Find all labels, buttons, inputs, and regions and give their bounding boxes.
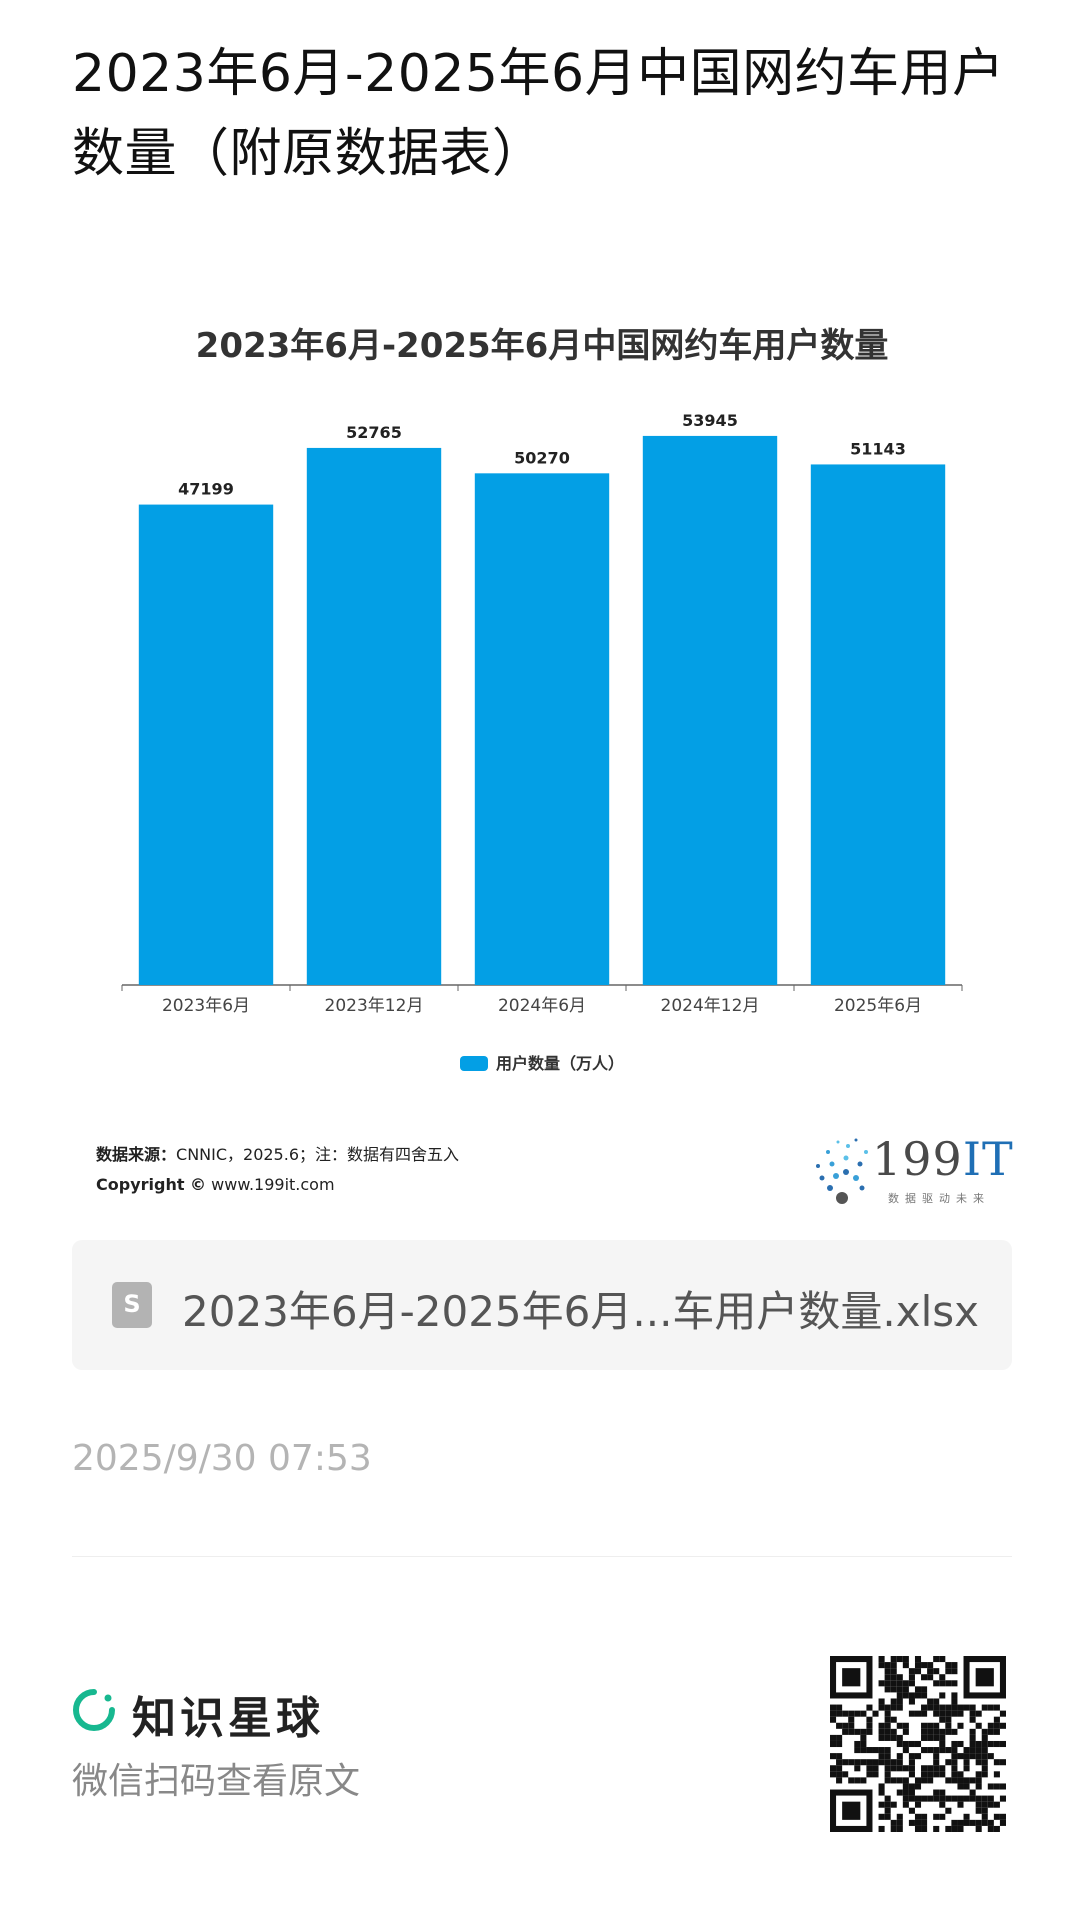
publish-timestamp: 2025/9/30 07:53 bbox=[72, 1438, 372, 1479]
copyright-label: Copyright © bbox=[96, 1175, 207, 1194]
dots-fan-icon bbox=[816, 1138, 868, 1204]
bar-chart: 47199 2023年6月 52765 2023年12月 50270 2024年6月 539… bbox=[121, 411, 963, 1016]
bar bbox=[642, 435, 778, 985]
legend-label: 用户数量（万人） bbox=[495, 1054, 624, 1073]
chart-legend: 用户数量（万人） bbox=[72, 1050, 1012, 1074]
bar bbox=[810, 464, 946, 985]
qr-code[interactable] bbox=[830, 1656, 1006, 1832]
page-title: 2023年6月-2025年6月中国网约车用户数量（附原数据表） bbox=[72, 44, 1005, 184]
bar bbox=[306, 447, 442, 985]
bar bbox=[138, 504, 274, 985]
divider bbox=[72, 1556, 1012, 1557]
x-tick-label: 2025年6月 bbox=[834, 996, 922, 1016]
brand-wordmark: 199IT bbox=[872, 1132, 1014, 1186]
x-tick-label: 2024年12月 bbox=[661, 996, 760, 1016]
brand-name: 知识星球 bbox=[132, 1693, 324, 1744]
x-tick-label: 2023年12月 bbox=[325, 996, 424, 1016]
x-tick-label: 2024年6月 bbox=[498, 996, 586, 1016]
chart-title: 2023年6月-2025年6月中国网约车用户数量 bbox=[195, 326, 889, 366]
bar bbox=[474, 473, 610, 985]
data-label: 53945 bbox=[682, 411, 738, 430]
data-label: 52765 bbox=[346, 423, 402, 442]
data-label: 51143 bbox=[850, 439, 906, 458]
source-text: CNNIC，2025.6；注：数据有四舍五入 bbox=[176, 1145, 460, 1164]
199it-logo: 199IT 数据驱动未来 bbox=[812, 1128, 1014, 1218]
data-source: 数据来源：CNNIC，2025.6；注：数据有四舍五入 Copyright © … bbox=[96, 1140, 459, 1200]
x-tick-label: 2023年6月 bbox=[162, 996, 250, 1016]
file-name[interactable]: 2023年6月-2025年6月...车用户数量.xlsx bbox=[182, 1287, 980, 1336]
zsxq-logo-icon bbox=[73, 1689, 115, 1731]
spreadsheet-file-icon: S bbox=[112, 1282, 152, 1328]
data-label: 47199 bbox=[178, 480, 234, 499]
legend-swatch bbox=[459, 1056, 488, 1071]
source-label: 数据来源： bbox=[96, 1145, 177, 1164]
data-label: 50270 bbox=[514, 448, 570, 467]
brand-slogan: 数据驱动未来 bbox=[888, 1192, 990, 1205]
copyright-site: www.199it.com bbox=[211, 1175, 335, 1194]
chart-card: 2023年6月-2025年6月中国网约车用户数量 47199 2023年6月 527… bbox=[72, 280, 1013, 1210]
scan-tip: 微信扫码查看原文 bbox=[72, 1761, 361, 1802]
attachment-file-card[interactable]: S 2023年6月-2025年6月...车用户数量.xlsx bbox=[72, 1240, 1012, 1370]
